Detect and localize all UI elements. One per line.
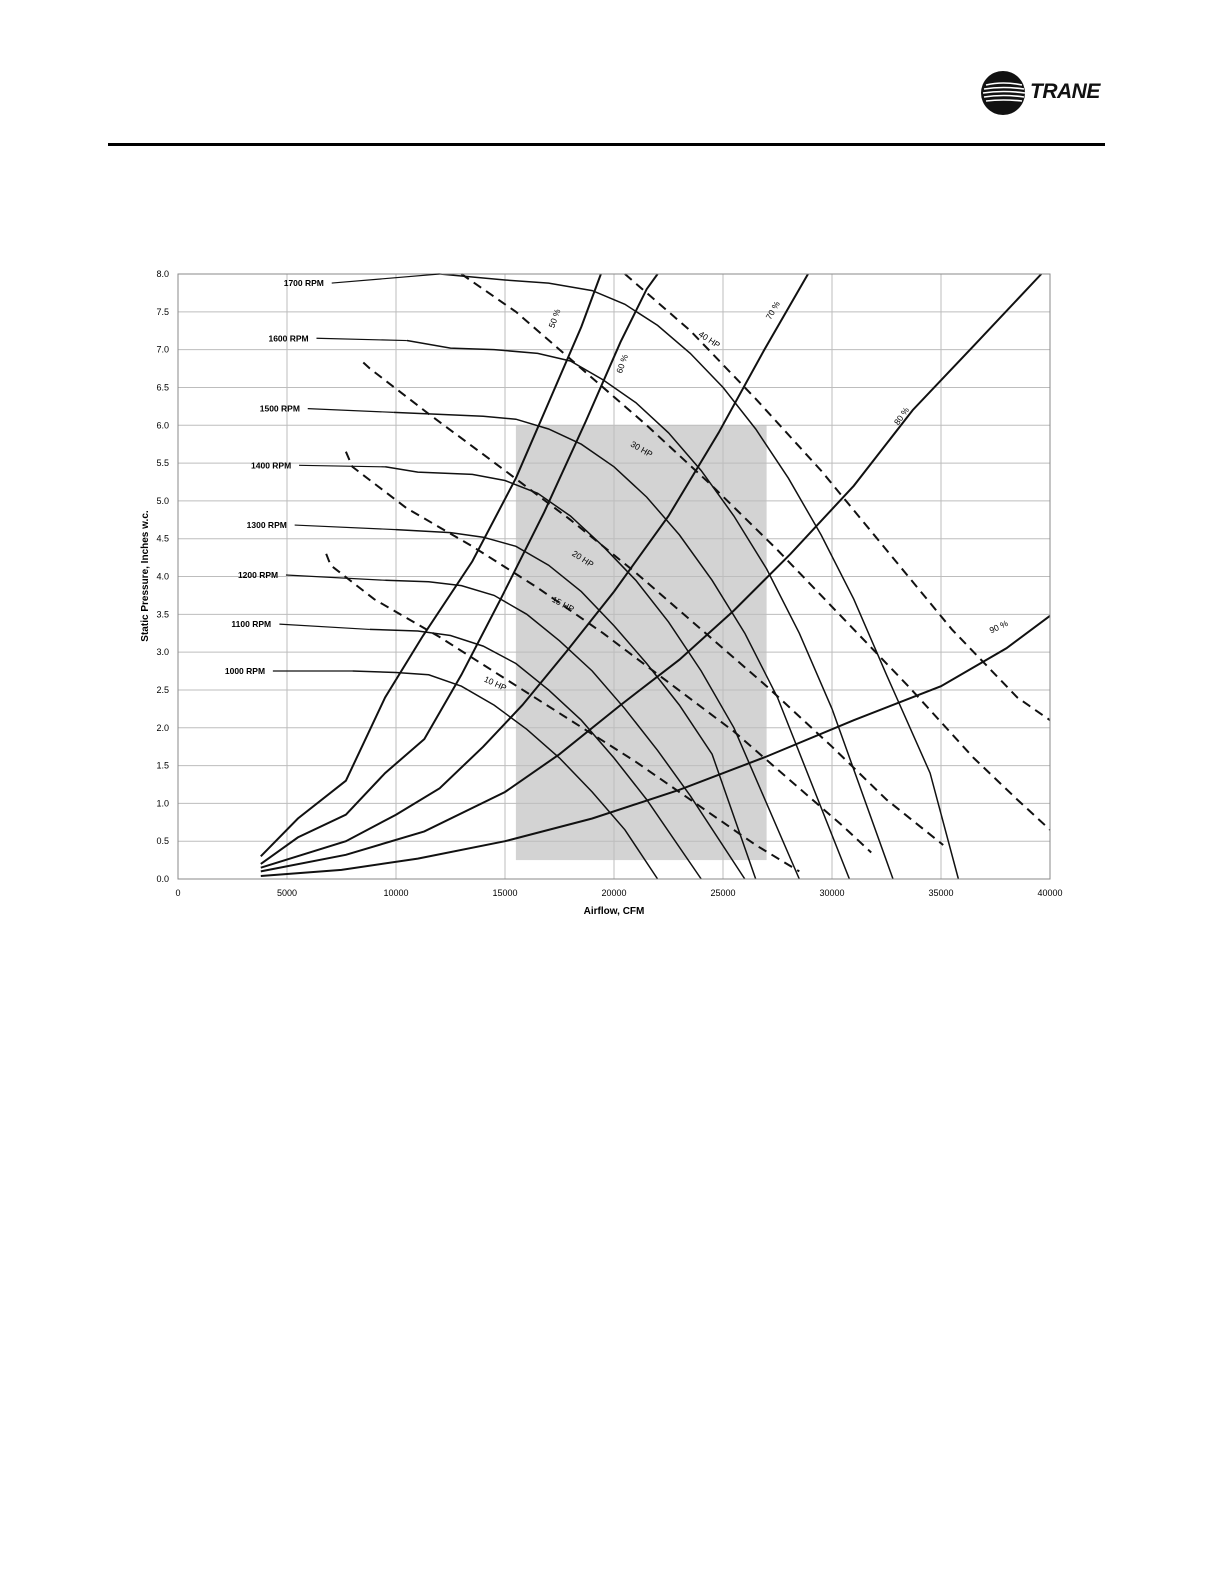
rpm-curve-2 — [385, 579, 746, 880]
header-rule — [108, 143, 1105, 146]
trane-logo-mark — [981, 71, 1025, 115]
hp-curve-3 — [460, 273, 1051, 831]
trane-logo-text: TRANE — [1030, 80, 1100, 103]
rpm-label-7: 1700 RPM — [284, 278, 324, 288]
x-tick-label-1: 5000 — [277, 888, 297, 898]
rpm-curve-6 — [406, 339, 894, 880]
chart-axes — [177, 273, 1051, 880]
chart-tick-labels: 0 5000 10000 15000 20000 25000 30000 35000 40000… — [156, 269, 1062, 898]
rpm-label-leader-1 — [279, 623, 370, 631]
efficiency-label-1: 60 % — [614, 352, 630, 374]
y-tick-label-0: 0.0 — [156, 874, 169, 884]
x-tick-label-5: 25000 — [710, 888, 735, 898]
rpm-curve-7 — [439, 273, 960, 880]
y-tick-label-14: 7.0 — [156, 345, 169, 355]
x-tick-label-0: 0 — [175, 888, 180, 898]
x-tick-label-3: 15000 — [492, 888, 517, 898]
hp-curve-2 — [362, 361, 944, 846]
trane-logo — [981, 71, 1026, 115]
y-tick-label-6: 3.0 — [156, 647, 169, 657]
rpm-label-leader-3 — [294, 524, 397, 531]
x-tick-label-4: 20000 — [601, 888, 626, 898]
efficiency-curve-2 — [260, 273, 809, 869]
hp-curve-4 — [624, 273, 1051, 722]
rpm-label-0: 1000 RPM — [225, 666, 265, 676]
rpm-label-leader-7 — [331, 273, 440, 284]
trane-logo-stripes — [982, 82, 1026, 102]
rpm-label-leader-6 — [316, 337, 407, 342]
y-tick-label-10: 5.0 — [156, 496, 169, 506]
rpm-label-3: 1300 RPM — [247, 520, 287, 530]
y-tick-label-4: 2.0 — [156, 723, 169, 733]
y-tick-label-5: 2.5 — [156, 685, 169, 695]
efficiency-curve-1 — [260, 273, 659, 865]
rpm-curve-5 — [393, 411, 851, 880]
efficiency-label-2: 70 % — [764, 299, 783, 321]
chart-curves — [260, 273, 1051, 880]
rpm-label-leader-4 — [299, 464, 386, 468]
y-tick-label-16: 8.0 — [156, 269, 169, 279]
y-tick-label-13: 6.5 — [156, 382, 169, 392]
rpm-label-leader-2 — [285, 574, 386, 581]
rpm-curve-3 — [395, 528, 757, 880]
y-tick-label-11: 5.5 — [156, 458, 169, 468]
x-axis-label: Airflow, CFM — [584, 906, 645, 917]
rpm-label-5: 1500 RPM — [260, 404, 300, 414]
rpm-curve-4 — [384, 466, 800, 880]
rpm-label-leader-5 — [307, 408, 394, 413]
x-tick-label-7: 35000 — [928, 888, 953, 898]
y-tick-label-12: 6.0 — [156, 420, 169, 430]
hp-curve-1 — [344, 451, 872, 854]
y-tick-label-1: 0.5 — [156, 836, 169, 846]
rpm-label-2: 1200 RPM — [238, 570, 278, 580]
y-tick-label-7: 3.5 — [156, 609, 169, 619]
y-tick-label-15: 7.5 — [156, 307, 169, 317]
x-tick-label-8: 40000 — [1037, 888, 1062, 898]
efficiency-curve-4 — [260, 614, 1051, 877]
rpm-label-4: 1400 RPM — [251, 460, 291, 470]
rpm-label-1: 1100 RPM — [231, 619, 271, 629]
y-tick-label-8: 4.0 — [156, 572, 169, 582]
efficiency-curve-0 — [260, 273, 602, 858]
efficiency-curve-3 — [260, 273, 1043, 873]
y-tick-label-2: 1.0 — [156, 798, 169, 808]
rpm-label-6: 1600 RPM — [268, 333, 308, 343]
hp-label-4: 40 HP — [697, 329, 723, 350]
efficiency-label-0: 50 % — [546, 307, 562, 329]
x-tick-label-6: 30000 — [819, 888, 844, 898]
efficiency-label-4: 90 % — [988, 618, 1010, 635]
x-tick-label-2: 10000 — [383, 888, 408, 898]
y-tick-label-3: 1.5 — [156, 761, 169, 771]
y-axis-label: Static Pressure, Inches w.c. — [140, 510, 151, 642]
y-tick-label-9: 4.5 — [156, 534, 169, 544]
plot-frame — [177, 273, 1051, 880]
hp-curve-0 — [325, 553, 800, 873]
